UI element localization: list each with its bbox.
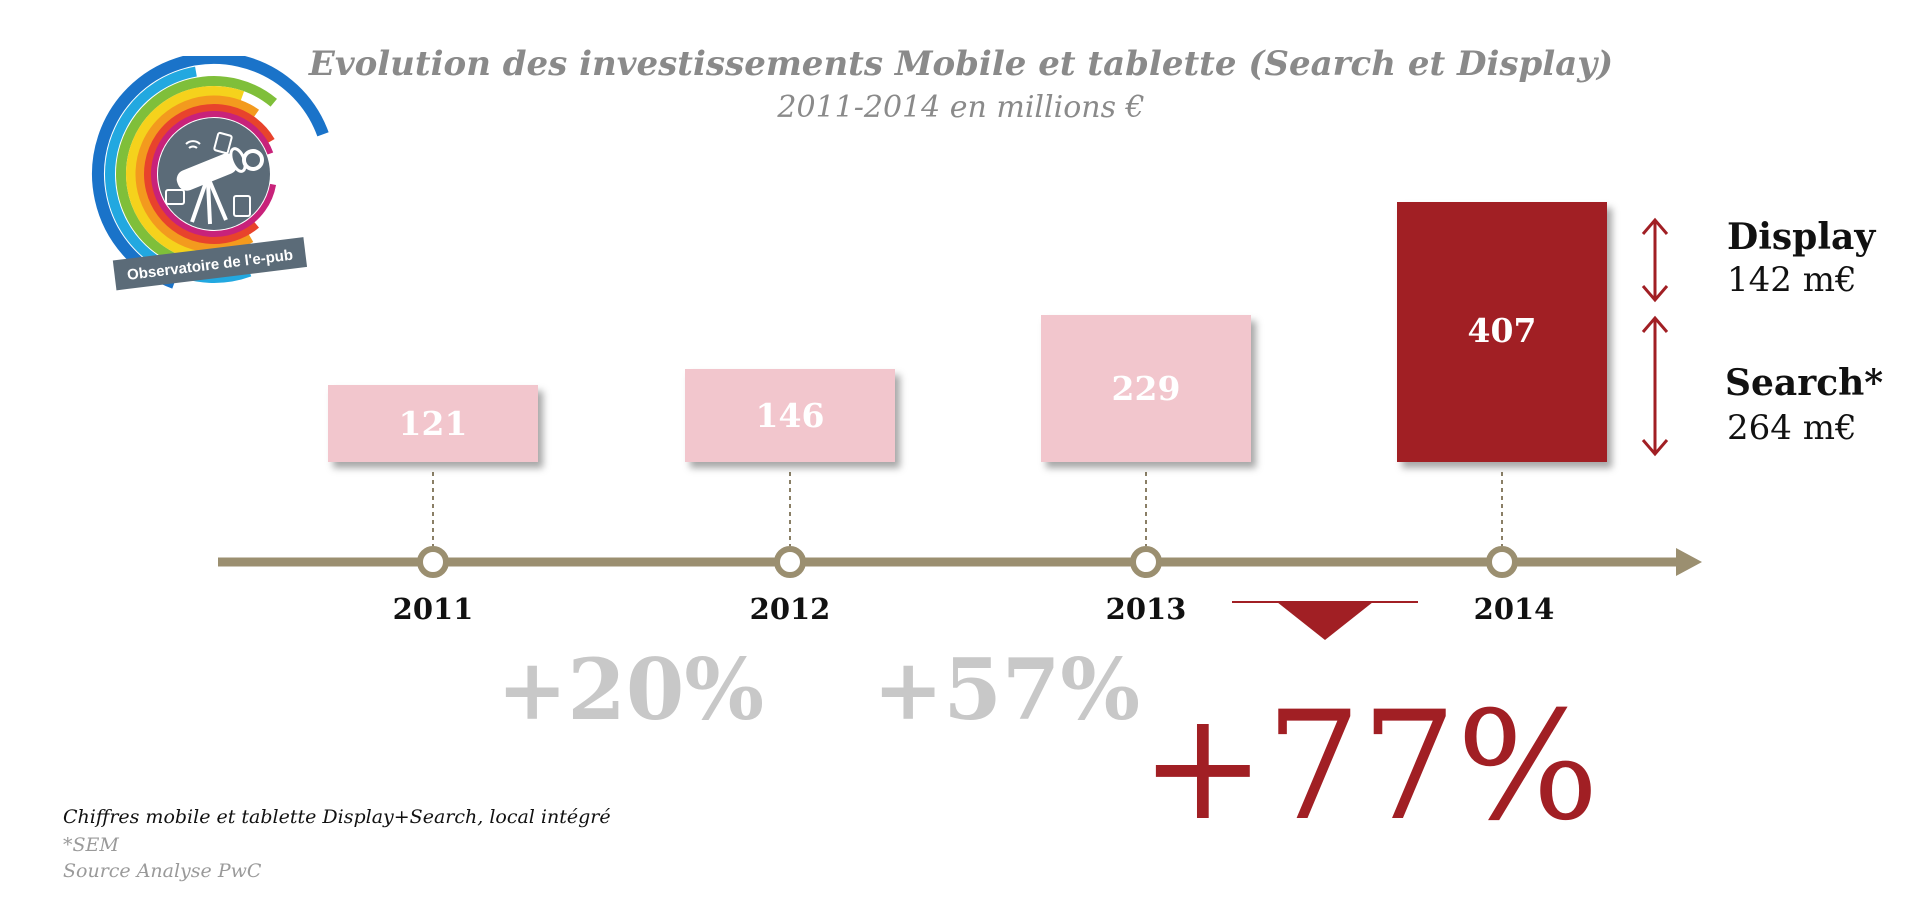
bar-value-label: 121 [398, 404, 468, 443]
search-span-arrow-head-bottom [1641, 439, 1669, 457]
search-span-arrow-head-top [1641, 315, 1669, 333]
year-label-2012: 2012 [749, 592, 831, 626]
footnote-source: Source Analyse PwC [63, 860, 262, 882]
chart-subtitle: 2011-2014 en millions € [777, 90, 1145, 125]
observatoire-logo: Observatoire de l'e-pub [88, 52, 356, 296]
observatoire-logo-graphic: Observatoire de l'e-pub [92, 52, 329, 291]
year-marker [774, 546, 806, 578]
year-marker [1486, 546, 1518, 578]
year-label-2013: 2013 [1105, 592, 1187, 626]
legend-search-name: Search* [1725, 362, 1884, 404]
footnote-scope: Chiffres mobile et tablette Display+Sear… [63, 806, 611, 828]
legend-search-value: 264 m€ [1727, 408, 1857, 448]
logo-arc [144, 104, 275, 244]
year-marker [1130, 546, 1162, 578]
growth-label-77: +77% [1140, 680, 1600, 854]
growth-label-20: +20% [497, 640, 765, 739]
legend-display-name: Display [1727, 216, 1876, 258]
chart-title: Evolution des investissements Mobile et … [308, 44, 1614, 84]
logo-arc [116, 76, 277, 272]
legend-display-value: 142 m€ [1727, 260, 1857, 300]
logo-arc [135, 95, 260, 253]
bar-2011: 121 [328, 385, 538, 462]
logo-arc [92, 52, 329, 289]
bar-value-label: 407 [1467, 310, 1537, 350]
footnote-sem: *SEM [63, 834, 119, 856]
display-span-arrow-head-bottom [1641, 285, 1669, 303]
year-label-2014: 2014 [1473, 592, 1555, 626]
year-label-2011: 2011 [392, 592, 474, 626]
growth-label-57: +57% [873, 640, 1141, 739]
display-span-arrow-head-top [1641, 217, 1669, 235]
bar-value-label: 146 [755, 396, 825, 435]
logo-arc [151, 111, 277, 237]
logo-arc [126, 86, 245, 262]
timeline-arrowhead [1676, 548, 1702, 576]
bar-2013: 229 [1041, 315, 1251, 462]
bar-2012: 146 [685, 369, 895, 462]
year-marker [417, 546, 449, 578]
highlight-triangle [1277, 602, 1373, 640]
bar-2014: 407 [1397, 202, 1607, 462]
bar-value-label: 229 [1111, 369, 1181, 408]
